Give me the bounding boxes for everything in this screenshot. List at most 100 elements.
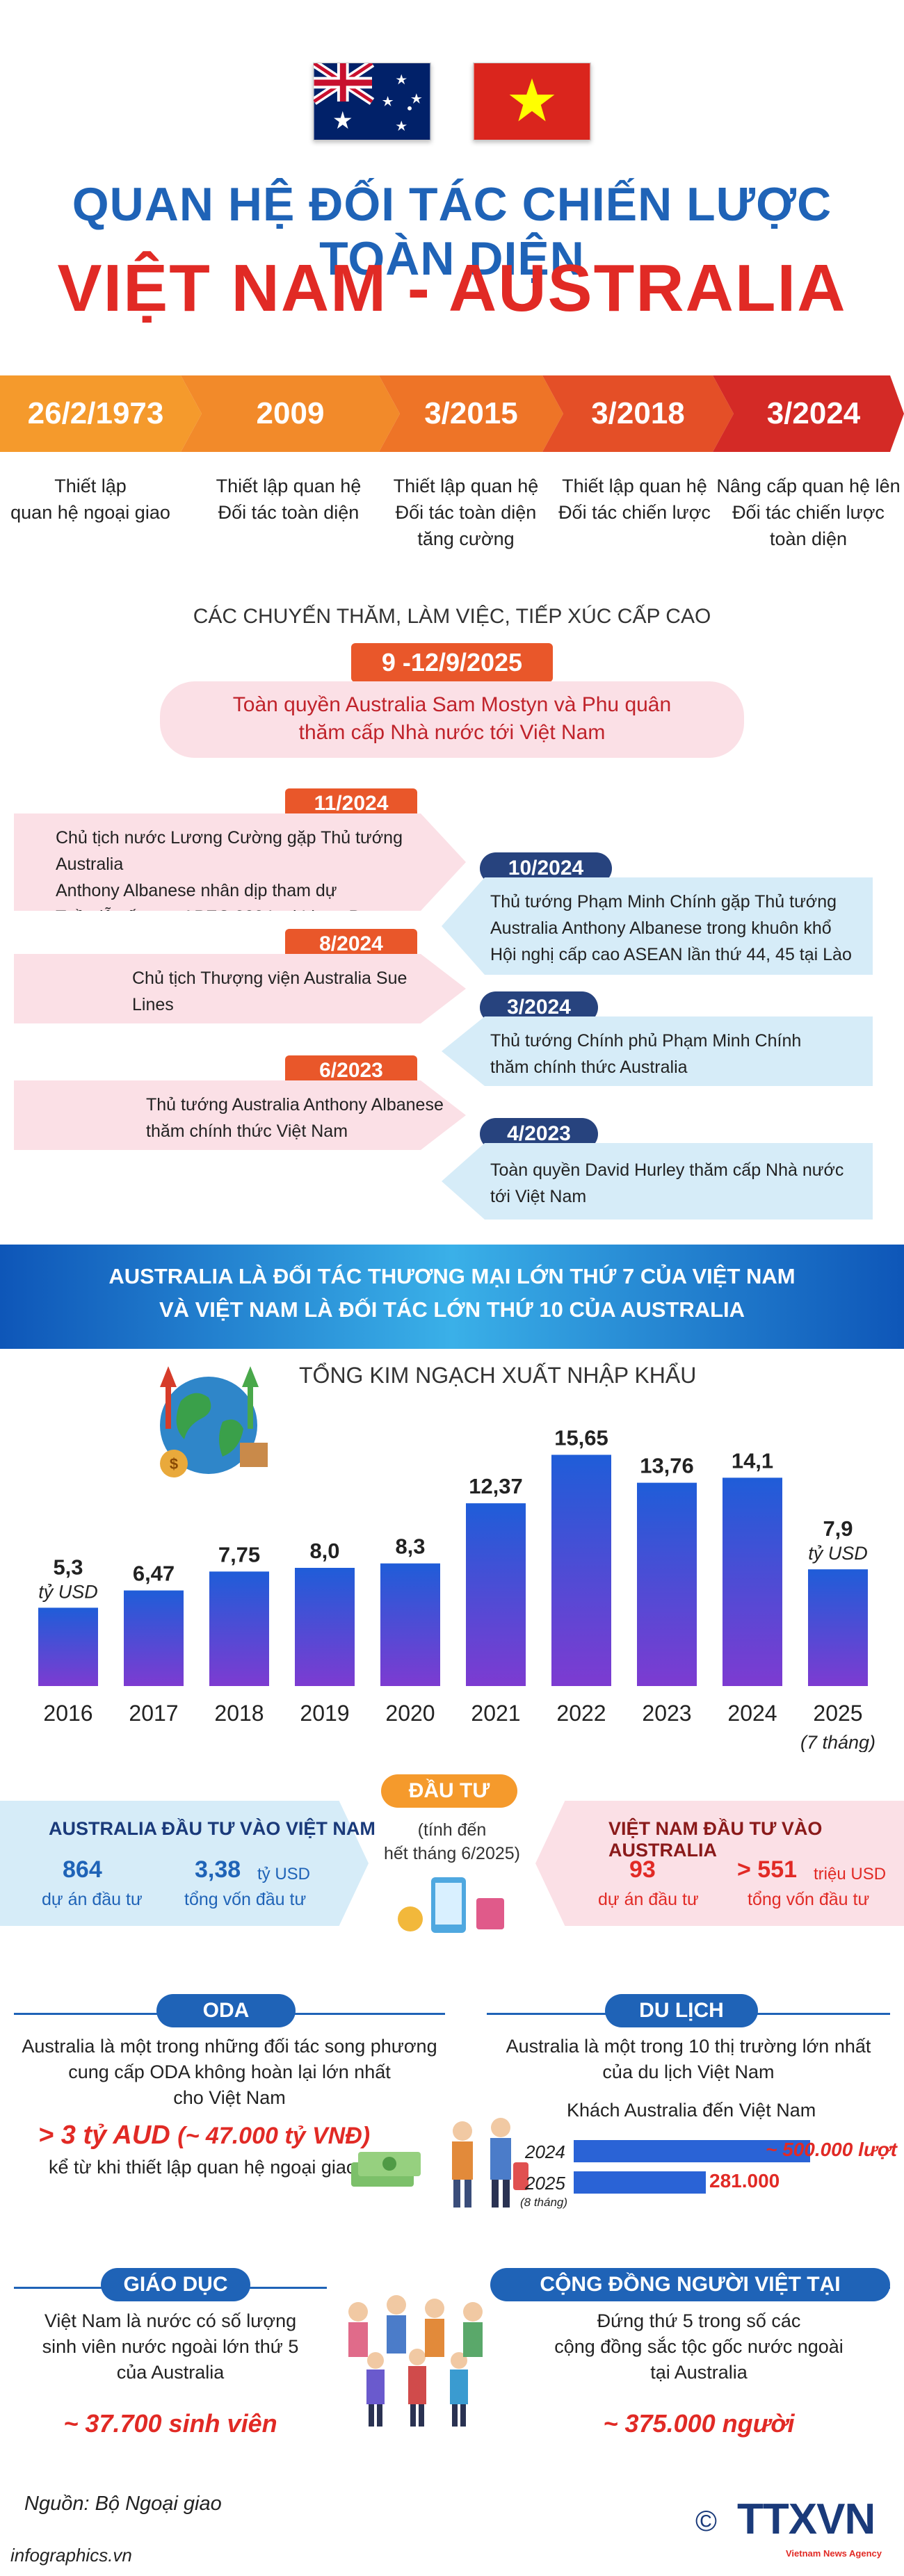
bar-2021 [466, 1503, 526, 1686]
category-label-2023: 2023 [642, 1701, 691, 1726]
visit-box-6-2023: Thủ tướng Australia Anthony Albanese thăm… [14, 1080, 466, 1150]
bar-2017 [124, 1590, 184, 1686]
oda-amount: > 3 tỷ AUD (~ 47.000 tỷ VNĐ) [38, 2121, 371, 2150]
title-line-1: QUAN HỆ ĐỐI TÁC CHIẾN LƯỢC TOÀN DIỆN [72, 178, 832, 285]
vn-invest-title: VIỆT NAM ĐẦU TƯ VÀO AUSTRALIA [608, 1818, 823, 1861]
community-pill: CỘNG ĐỒNG NGƯỜI VIỆT TẠI AUSTRALIA [490, 2268, 890, 2329]
category-label-2016: 2016 [43, 1701, 92, 1726]
value-label-2025: 7,9 [823, 1516, 853, 1541]
au-invest-projects-label: dự án đầu tư [42, 1890, 143, 1909]
chart-title: TỔNG KIM NGẠCH XUẤT NHẬP KHẨU [299, 1363, 697, 1388]
visit-box-10-2024: Thủ tướng Phạm Minh Chính gặp Thủ tướng A… [442, 877, 873, 975]
au-invest-capital: 3,38 [195, 1856, 241, 1883]
value-label-2023: 13,76 [640, 1454, 694, 1478]
timeline-desc-2: Thiết lập quan hệ Đối tác toàn diện [216, 476, 362, 523]
visit-box-8-2024: Chủ tịch Thượng viện Australia Sue Lines… [14, 954, 466, 1023]
value-label-2021: 12,37 [469, 1474, 523, 1498]
community-people-icon [348, 2295, 483, 2427]
timeline-year-2: 2009 [256, 396, 325, 430]
category-label-2018: 2018 [214, 1701, 264, 1726]
timeline-year-1: 26/2/1973 [27, 396, 164, 430]
category-label-2025: 2025 [813, 1701, 862, 1726]
bar-2022 [551, 1455, 611, 1686]
oda-text: Australia là một trong những đối tác son… [22, 2036, 437, 2108]
vn-invest-capital: > 551 [737, 1856, 798, 1883]
education-amount: ~ 37.700 sinh viên [63, 2409, 277, 2438]
value-label-2017: 6,47 [133, 1562, 175, 1586]
investment-left-box [0, 1801, 369, 1926]
timeline-year-3: 3/2015 [424, 396, 518, 430]
category-note-2025: (7 tháng) [800, 1732, 875, 1752]
vn-invest-projects-label: dự án đầu tư [598, 1890, 699, 1909]
value-label-2016: 5,3 [53, 1555, 83, 1579]
trade-band-line-1: AUSTRALIA LÀ ĐỐI TÁC THƯƠNG MẠI LỚN THỨ … [108, 1264, 796, 1288]
oda-since: kể từ khi thiết lập quan hệ ngoại giao [49, 2157, 357, 2178]
title-line-2: VIỆT NAM - AUSTRALIA [57, 251, 847, 325]
top-visit-date: 9 -12/9/2025 [351, 643, 553, 682]
au-invest-projects: 864 [63, 1856, 102, 1883]
bar-2024 [723, 1477, 782, 1686]
category-label-2024: 2024 [727, 1701, 777, 1726]
timeline-desc-5: Nâng cấp quan hệ lên Đối tác chiến lược to… [716, 476, 901, 549]
money-stack-icon [351, 2152, 421, 2187]
unit-label-2025: tỷ USD [808, 1543, 868, 1564]
visit-box-3-2024: Thủ tướng Chính phủ Phạm Minh Chính thăm … [442, 1016, 873, 1086]
timeline-desc-1: Thiết lập quan hệ ngoại giao [10, 476, 170, 523]
category-label-2019: 2019 [300, 1701, 349, 1726]
bar-2020 [380, 1563, 440, 1686]
vn-invest-capital-unit: triệu USD [814, 1865, 887, 1884]
vn-invest-capital-label: tổng vốn đầu tư [748, 1890, 870, 1909]
value-label-2022: 15,65 [554, 1425, 608, 1450]
site-text: infographics.vn [10, 2545, 132, 2566]
timeline-desc-4: Thiết lập quan hệ Đối tác chiến lược [558, 476, 711, 523]
tourism-bar-2025 [574, 2171, 706, 2194]
category-label-2020: 2020 [385, 1701, 435, 1726]
au-invest-title: AUSTRALIA ĐẦU TƯ VÀO VIỆT NAM [49, 1818, 376, 1839]
investment-right-box [535, 1801, 904, 1926]
vn-invest-projects: 93 [629, 1856, 656, 1883]
education-pill: GIÁO DỤC [101, 2268, 250, 2301]
tourism-text: Australia là một trong 10 thị trường lớn… [506, 2036, 871, 2082]
value-label-2018: 7,75 [218, 1542, 260, 1566]
value-label-2019: 8,0 [309, 1539, 339, 1563]
top-visit-box: Toàn quyền Australia Sam Mostyn và Phu q… [160, 681, 744, 758]
tourism-note-2025: (8 tháng) [520, 2196, 568, 2209]
category-label-2017: 2017 [129, 1701, 178, 1726]
tourism-pill: DU LỊCH [605, 1994, 758, 2027]
investment-note: (tính đến hết tháng 6/2025) [384, 1820, 520, 1863]
tourism-year-2024: 2024 [525, 2141, 565, 2162]
tourism-sub: Khách Australia đến Việt Nam [567, 2100, 816, 2121]
tourism-value-2024: ~ 500.000 lượt [765, 2139, 897, 2160]
ttxvn-logo: TTXVN [737, 2495, 875, 2543]
timeline-desc-3: Thiết lập quan hệ Đối tác toàn diện tăng c… [393, 476, 539, 549]
copyright-icon: © [695, 2504, 717, 2537]
au-invest-capital-label: tổng vốn đầu tư [184, 1890, 307, 1909]
tourism-value-2025: 281.000 [709, 2170, 780, 2192]
timeline-year-4: 3/2018 [591, 396, 685, 430]
globe-trade-icon: $ [160, 1366, 268, 1477]
oda-pill: ODA [156, 1994, 296, 2027]
category-label-2022: 2022 [556, 1701, 606, 1726]
australia-flag [313, 63, 431, 140]
ttxvn-logo-sub: Vietnam News Agency [786, 2548, 882, 2559]
investment-pill: ĐẦU TƯ [381, 1774, 517, 1808]
bar-2025 [808, 1569, 868, 1686]
community-amount: ~ 375.000 người [603, 2409, 795, 2438]
visit-box-11-2024: Chủ tịch nước Lương Cường gặp Thủ tướng … [14, 813, 466, 911]
visit-box-4-2023: Toàn quyền David Hurley thăm cấp Nhà nướ… [442, 1143, 873, 1220]
trade-band-line-2: VÀ VIỆT NAM LÀ ĐỐI TÁC LỚN THỨ 10 CỦA AU… [159, 1297, 745, 1322]
source-text: Nguồn: Bộ Ngoại giao [24, 2493, 222, 2515]
timeline-year-5: 3/2024 [766, 396, 861, 430]
tourism-year-2025: 2025 [525, 2173, 565, 2194]
community-text: Đứng thứ 5 trong số các cộng đồng sắc tộc… [554, 2310, 844, 2383]
education-text: Việt Nam là nước có số lượng sinh viên nư… [42, 2310, 299, 2383]
value-label-2024: 14,1 [732, 1448, 773, 1473]
visits-heading: CÁC CHUYẾN THĂM, LÀM VIỆC, TIẾP XÚC CẤP … [193, 605, 711, 628]
value-label-2020: 8,3 [395, 1534, 425, 1559]
unit-label-2016: tỷ USD [38, 1581, 98, 1602]
category-label-2021: 2021 [471, 1701, 520, 1726]
trade-bar-chart: tỷ USD5,320166,4720177,7520188,020198,32… [38, 1425, 875, 1752]
svg-text:$: $ [170, 1455, 178, 1473]
investment-phone-icon [398, 1877, 504, 1933]
vietnam-flag [473, 63, 591, 140]
